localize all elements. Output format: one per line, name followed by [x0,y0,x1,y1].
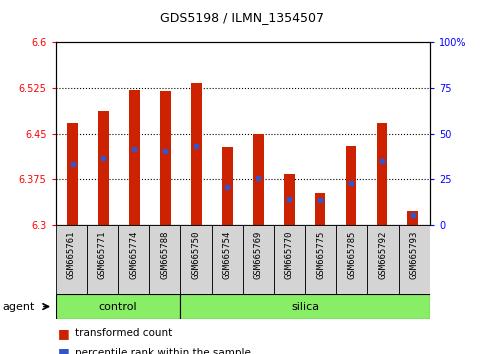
Text: GSM665769: GSM665769 [254,230,263,279]
Bar [336,225,368,294]
Bar [212,225,243,294]
Bar [345,146,356,225]
Text: silica: silica [291,302,319,312]
Text: agent: agent [2,302,35,312]
Bar [191,83,202,225]
Bar [56,225,87,294]
Text: ■: ■ [58,327,70,340]
Bar [368,225,398,294]
Bar [56,294,180,319]
Bar [377,123,387,225]
Text: GSM665770: GSM665770 [285,230,294,279]
Text: control: control [99,302,137,312]
Bar [67,123,78,225]
Bar [284,175,295,225]
Bar [98,110,109,225]
Bar [242,225,274,294]
Text: percentile rank within the sample: percentile rank within the sample [75,348,251,354]
Bar [408,211,418,225]
Text: GSM665775: GSM665775 [316,230,325,279]
Bar [314,193,326,225]
Bar [149,225,180,294]
Text: GSM665754: GSM665754 [223,230,232,279]
Text: GSM665774: GSM665774 [129,230,138,279]
Bar [398,225,430,294]
Bar [160,91,171,225]
Text: GSM665771: GSM665771 [98,230,107,279]
Bar [305,225,336,294]
Bar [180,225,212,294]
Text: ■: ■ [58,347,70,354]
Text: GSM665793: GSM665793 [410,230,419,279]
Bar [118,225,149,294]
Bar [87,225,118,294]
Text: GSM665750: GSM665750 [191,230,200,279]
Bar [222,147,233,225]
Bar [253,133,264,225]
Text: GDS5198 / ILMN_1354507: GDS5198 / ILMN_1354507 [159,11,324,24]
Text: GSM665788: GSM665788 [160,230,169,279]
Text: transformed count: transformed count [75,329,172,338]
Bar [129,90,140,225]
Text: GSM665792: GSM665792 [379,230,387,279]
Bar [180,294,430,319]
Text: GSM665785: GSM665785 [347,230,356,279]
Text: GSM665761: GSM665761 [67,230,76,279]
Bar [274,225,305,294]
